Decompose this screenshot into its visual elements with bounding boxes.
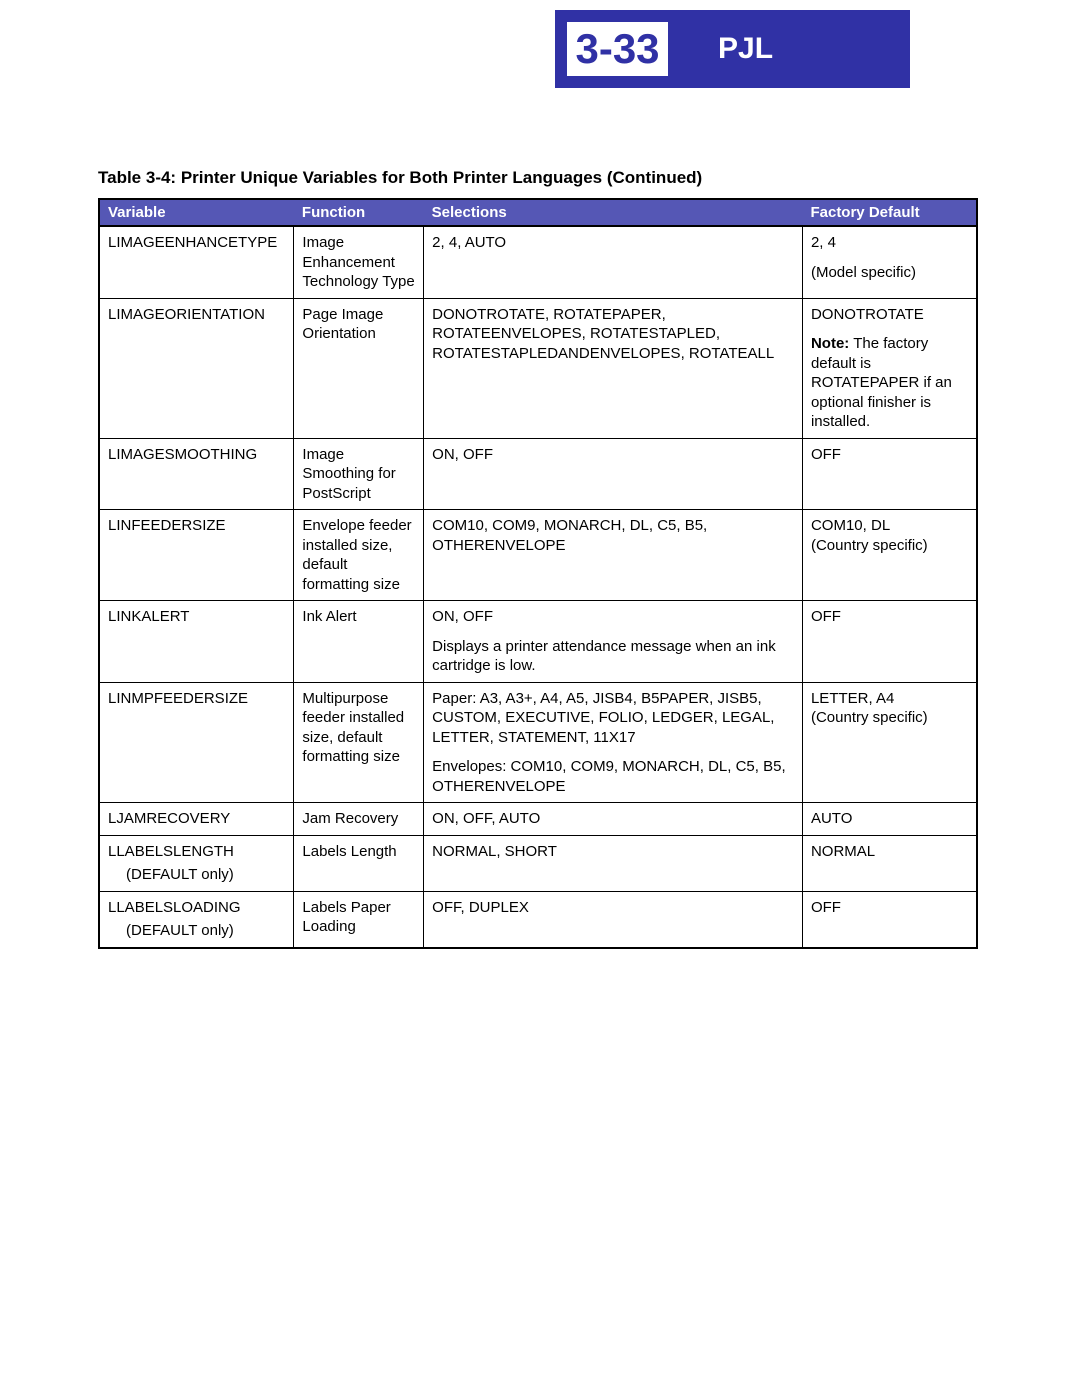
cell-selections-desc: Envelopes: COM10, COM9, MONARCH, DL, C5,… bbox=[432, 757, 794, 796]
page-number: 3-33 bbox=[575, 25, 659, 73]
cell-variable: LIMAGESMOOTHING bbox=[108, 446, 257, 463]
cell-variable: LLABELSLOADING bbox=[108, 899, 241, 916]
col-header-factory-default: Factory Default bbox=[802, 199, 977, 226]
table-row: LINFEEDERSIZE Envelope feeder installed … bbox=[99, 510, 977, 601]
table-caption: Table 3-4: Printer Unique Variables for … bbox=[98, 168, 702, 188]
cell-selections: COM10, COM9, MONARCH, DL, C5, B5, OTHERE… bbox=[432, 517, 707, 554]
cell-function: Image Enhancement Technology Type bbox=[302, 234, 414, 290]
note-label: Note: bbox=[811, 335, 849, 352]
table-row: LINMPFEEDERSIZE Multipurpose feeder inst… bbox=[99, 682, 977, 803]
section-label: PJL bbox=[718, 32, 773, 66]
cell-variable: LIMAGEENHANCETYPE bbox=[108, 234, 277, 251]
cell-default: NORMAL bbox=[811, 843, 875, 860]
table-header-row: Variable Function Selections Factory Def… bbox=[99, 199, 977, 226]
table-row: LIMAGESMOOTHING Image Smoothing for Post… bbox=[99, 438, 977, 510]
col-header-function: Function bbox=[294, 199, 424, 226]
cell-default: 2, 4 bbox=[811, 234, 836, 251]
cell-selections: ON, OFF, AUTO bbox=[432, 810, 540, 827]
cell-default: OFF bbox=[811, 899, 841, 916]
cell-default-sub: (Model specific) bbox=[811, 263, 968, 283]
table-row: LJAMRECOVERY Jam Recovery ON, OFF, AUTO … bbox=[99, 803, 977, 836]
section-box: PJL bbox=[680, 10, 910, 88]
cell-function: Jam Recovery bbox=[302, 810, 398, 827]
cell-variable-sub: (DEFAULT only) bbox=[108, 921, 285, 941]
cell-default-note: Note: The factory default is ROTATEPAPER… bbox=[811, 334, 968, 432]
table-row: LLABELSLOADING (DEFAULT only) Labels Pap… bbox=[99, 891, 977, 948]
table-row: LIMAGEORIENTATION Page Image Orientation… bbox=[99, 298, 977, 438]
cell-default: DONOTROTATE bbox=[811, 306, 924, 323]
cell-function: Multipurpose feeder installed size, defa… bbox=[302, 690, 404, 766]
cell-default: COM10, DL bbox=[811, 517, 890, 534]
cell-default: AUTO bbox=[811, 810, 852, 827]
table-row: LIMAGEENHANCETYPE Image Enhancement Tech… bbox=[99, 226, 977, 298]
cell-variable: LINKALERT bbox=[108, 608, 189, 625]
col-header-variable: Variable bbox=[99, 199, 294, 226]
cell-selections-desc: Displays a printer attendance message wh… bbox=[432, 637, 794, 676]
cell-selections: Paper: A3, A3+, A4, A5, JISB4, B5PAPER, … bbox=[432, 690, 774, 746]
table-row: LLABELSLENGTH (DEFAULT only) Labels Leng… bbox=[99, 835, 977, 891]
cell-variable: LINMPFEEDERSIZE bbox=[108, 690, 248, 707]
cell-default: LETTER, A4 bbox=[811, 690, 894, 707]
page-header: 3-33 PJL bbox=[555, 10, 910, 88]
cell-default: OFF bbox=[811, 608, 841, 625]
cell-selections: ON, OFF bbox=[432, 446, 493, 463]
table-row: LINKALERT Ink Alert ON, OFF Displays a p… bbox=[99, 601, 977, 683]
cell-variable-sub: (DEFAULT only) bbox=[108, 865, 285, 885]
cell-function: Ink Alert bbox=[302, 608, 356, 625]
col-header-selections: Selections bbox=[424, 199, 803, 226]
variables-table: Variable Function Selections Factory Def… bbox=[98, 198, 978, 949]
cell-selections: ON, OFF bbox=[432, 608, 493, 625]
page-number-box: 3-33 bbox=[555, 10, 680, 88]
cell-selections: DONOTROTATE, ROTATEPAPER, ROTATEENVELOPE… bbox=[432, 306, 774, 362]
cell-default-sub: (Country specific) bbox=[811, 709, 928, 726]
cell-function: Envelope feeder installed size, default … bbox=[302, 517, 411, 593]
cell-selections: OFF, DUPLEX bbox=[432, 899, 529, 916]
cell-variable: LJAMRECOVERY bbox=[108, 810, 230, 827]
cell-function: Labels Length bbox=[302, 843, 396, 860]
cell-variable: LLABELSLENGTH bbox=[108, 843, 234, 860]
cell-default: OFF bbox=[811, 446, 841, 463]
cell-variable: LIMAGEORIENTATION bbox=[108, 306, 265, 323]
cell-selections: NORMAL, SHORT bbox=[432, 843, 557, 860]
cell-function: Labels Paper Loading bbox=[302, 899, 390, 936]
cell-selections: 2, 4, AUTO bbox=[432, 234, 506, 251]
cell-default-sub: (Country specific) bbox=[811, 537, 928, 554]
cell-variable: LINFEEDERSIZE bbox=[108, 517, 226, 534]
cell-function: Page Image Orientation bbox=[302, 306, 383, 343]
cell-function: Image Smoothing for PostScript bbox=[302, 446, 395, 502]
